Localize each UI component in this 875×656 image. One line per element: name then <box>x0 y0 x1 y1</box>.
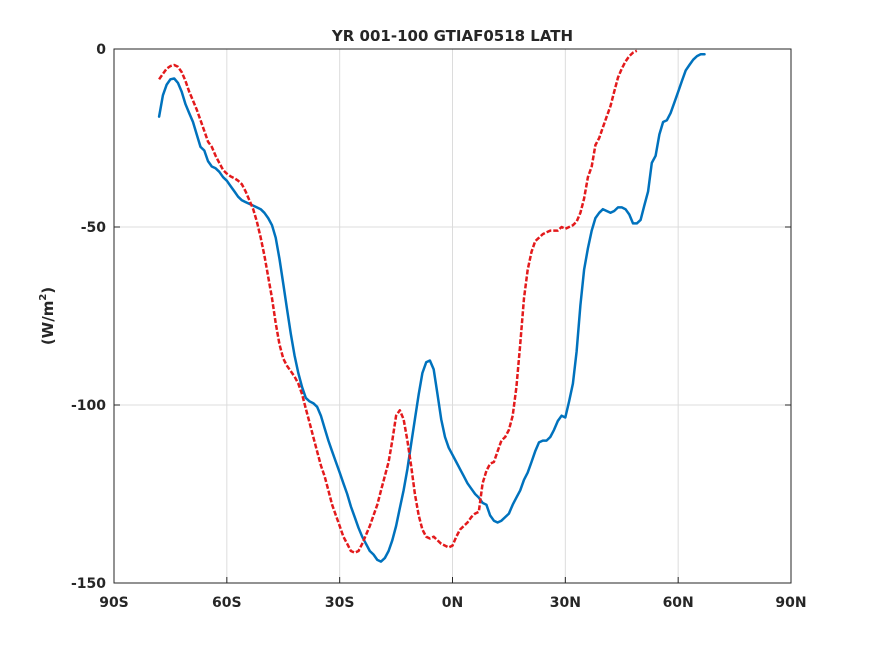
y-tick-label: -100 <box>71 398 106 414</box>
x-tick-label: 60S <box>212 595 242 611</box>
x-tick-label: 90S <box>99 595 129 611</box>
y-axis-label: (W/m2) <box>38 287 57 345</box>
y-tick-label: -50 <box>81 220 107 236</box>
grid-lines <box>113 48 792 584</box>
x-tick-label: 60N <box>663 595 694 611</box>
series-line-2 <box>158 49 638 554</box>
y-tick-label: 0 <box>96 42 106 58</box>
series-line-1 <box>157 53 706 563</box>
x-tick-label: 30N <box>550 595 581 611</box>
chart-title: YR 001-100 GTIAF0518 LATH <box>331 27 573 45</box>
x-tick-label: 0N <box>442 595 463 611</box>
tick-layer: 90S 60S 30S 0N 30N 60N 90N 0 -50 -100 -150 <box>71 42 807 611</box>
y-axis-label-close: ) <box>39 287 57 294</box>
y-tick-label: -150 <box>71 576 106 592</box>
x-tick-label: 90N <box>775 595 806 611</box>
series-layer <box>157 49 706 563</box>
y-axis-label-superscript: 2 <box>38 294 49 301</box>
y-axis-label-main: (W/m <box>39 301 57 346</box>
x-tick-label: 30S <box>325 595 355 611</box>
